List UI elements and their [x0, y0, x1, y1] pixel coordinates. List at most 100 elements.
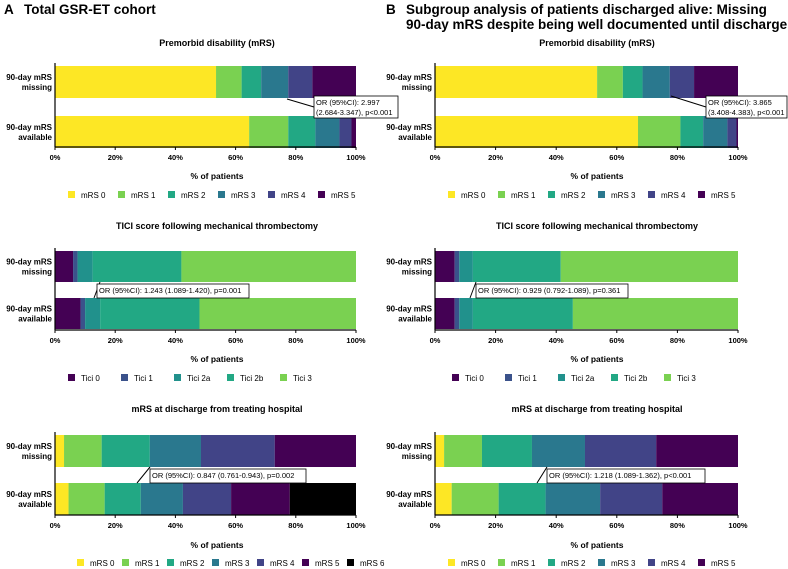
chart-b2-title: TICI score following mechanical thrombec… [496, 221, 698, 231]
chart-b3-legend-swatch [548, 559, 555, 566]
chart-a3-legend-swatch [77, 559, 84, 566]
chart-a1-category-label: missing [22, 83, 52, 92]
chart-b1-bar-available-mrs-3 [703, 116, 728, 148]
chart-a1-x-tick-label: 20% [108, 153, 123, 162]
chart-a2-x-tick-label: 100% [346, 336, 366, 345]
chart-a3-category-label: 90-day mRS [6, 442, 52, 451]
chart-b2-annotation-text: OR (95%CI): 0.929 (0.792-1.089), p=0.361 [478, 286, 620, 295]
chart-b1-legend-label: mRS 4 [661, 191, 686, 200]
chart-b3-x-tick-label: 20% [488, 521, 503, 530]
chart-b3-legend-swatch [598, 559, 605, 566]
chart-a1-annotation-text: OR (95%CI): 2.997 [316, 98, 380, 107]
chart-b1-category-label: 90-day mRS [386, 73, 432, 82]
chart-a3-legend-swatch [212, 559, 219, 566]
chart-a1-legend-swatch [268, 191, 275, 198]
chart-b2-legend-label: Tici 0 [465, 374, 484, 383]
chart-b1-legend-label: mRS 2 [561, 191, 586, 200]
chart-b2-legend-swatch [558, 374, 565, 381]
chart-b2-legend-label: Tici 2a [571, 374, 595, 383]
chart-a1-bar-available-mrs-1 [249, 116, 289, 148]
chart-b1-bar-missing-mrs-0 [435, 66, 598, 98]
chart-b3-x-tick-label: 60% [609, 521, 624, 530]
chart-b2-legend-swatch [452, 374, 459, 381]
chart-b1-x-tick-label: 80% [670, 153, 685, 162]
chart-a3-bar-missing-mrs-2 [101, 435, 150, 467]
chart-a1-legend-label: mRS 1 [131, 191, 156, 200]
chart-a2-bar-missing-tici-2b [92, 251, 182, 282]
chart-b1-x-tick-label: 0% [430, 153, 441, 162]
chart-b3-category-label: available [398, 500, 432, 509]
chart-b2-x-tick-label: 60% [609, 336, 624, 345]
chart-b3-bar-missing-mrs-1 [444, 435, 482, 467]
chart-b3-bar-missing-mrs-3 [531, 435, 585, 467]
chart-a2-legend-label: Tici 2a [187, 374, 211, 383]
chart-b2-bar-missing-tici-1 [454, 251, 460, 282]
chart-a1-legend-label: mRS 5 [331, 191, 356, 200]
chart-a2-bar-missing-tici-1 [73, 251, 78, 282]
chart-a1-legend-swatch [218, 191, 225, 198]
chart-a3-legend-swatch [257, 559, 264, 566]
chart-b1-bar-missing-mrs-5 [694, 66, 738, 98]
chart-a2-legend-label: Tici 2b [240, 374, 264, 383]
chart-a2-bar-available-tici-2b [100, 298, 200, 329]
chart-a2-bar-available-tici-3 [199, 298, 356, 329]
chart-b3-legend-swatch [698, 559, 705, 566]
chart-b1-legend-label: mRS 0 [461, 191, 486, 200]
chart-b2-bar-available-tici-3 [572, 298, 738, 329]
chart-a2-x-axis-label: % of patients [191, 354, 244, 364]
panel-b-letter: B [386, 2, 396, 17]
chart-b2-bar-available-tici-2b [472, 298, 573, 329]
chart-b2-legend-label: Tici 2b [624, 374, 648, 383]
chart-a1-bar-missing-mrs-4 [288, 66, 313, 98]
chart-a1-x-tick-label: 60% [228, 153, 243, 162]
chart-b3-legend-swatch [448, 559, 455, 566]
chart-a2-category-label: 90-day mRS [6, 305, 52, 314]
chart-b1-annotation-box [705, 95, 788, 119]
chart-b3-x-axis-label: % of patients [571, 540, 624, 550]
chart-a3-x-tick-label: 60% [228, 521, 243, 530]
chart-b2-x-tick-label: 0% [430, 336, 441, 345]
chart-a2-category-label: missing [22, 268, 52, 277]
chart-a3-bar-available-mrs-5 [231, 483, 290, 515]
chart-b2-legend-label: Tici 3 [677, 374, 696, 383]
chart-b3-category-label: missing [402, 452, 432, 461]
chart-b1-annotation-text: OR (95%CI): 3.865 [708, 98, 772, 107]
chart-b2-category-label: missing [402, 268, 432, 277]
chart-b1-bar-available-mrs-4 [727, 116, 737, 148]
chart-b1-legend-swatch [648, 191, 655, 198]
chart-a2-bar-available-tici-2a [85, 298, 101, 329]
chart-a3-legend-label: mRS 0 [90, 559, 115, 568]
chart-a3-bar-missing-mrs-4 [200, 435, 275, 467]
chart-b1-x-axis-label: % of patients [571, 171, 624, 181]
chart-a3-x-tick-label: 100% [346, 521, 366, 530]
chart-a2-x-tick-label: 40% [168, 336, 183, 345]
chart-b2-x-tick-label: 40% [549, 336, 564, 345]
chart-a1-title: Premorbid disability (mRS) [159, 38, 275, 48]
chart-a3-legend-label: mRS 3 [225, 559, 250, 568]
chart-a1-bar-available-mrs-3 [315, 116, 340, 148]
chart-b3-title: mRS at discharge from treating hospital [511, 404, 682, 414]
chart-a1-bar-available-mrs-4 [339, 116, 352, 148]
chart-b3-legend-swatch [498, 559, 505, 566]
panel-a-title: Total GSR-ET cohort [24, 2, 156, 17]
chart-b2-bar-available-tici-0 [435, 298, 455, 329]
chart-a2-bar-missing-tici-2a [77, 251, 93, 282]
chart-b2-legend-swatch [664, 374, 671, 381]
chart-b2-bar-missing-tici-3 [560, 251, 738, 282]
chart-a1-x-tick-label: 80% [288, 153, 303, 162]
chart-b3-bar-available-mrs-2 [498, 483, 546, 515]
chart-b2-bar-missing-tici-2b [472, 251, 561, 282]
chart-a1-bar-missing-mrs-5 [312, 66, 356, 98]
chart-a3-bar-available-mrs-3 [140, 483, 183, 515]
chart-b1-bar-available-mrs-2 [680, 116, 704, 148]
chart-b3-x-tick-label: 0% [430, 521, 441, 530]
chart-a1-annotation-box [313, 95, 399, 119]
chart-b1-bar-available-mrs-0 [435, 116, 639, 148]
chart-b1-x-tick-label: 100% [728, 153, 748, 162]
chart-b1-x-tick-label: 40% [549, 153, 564, 162]
chart-b3-annotation-connector [536, 466, 548, 484]
chart-b3-bar-missing-mrs-4 [584, 435, 657, 467]
chart-b2-x-tick-label: 100% [728, 336, 748, 345]
chart-b1-bar-missing-mrs-4 [669, 66, 695, 98]
